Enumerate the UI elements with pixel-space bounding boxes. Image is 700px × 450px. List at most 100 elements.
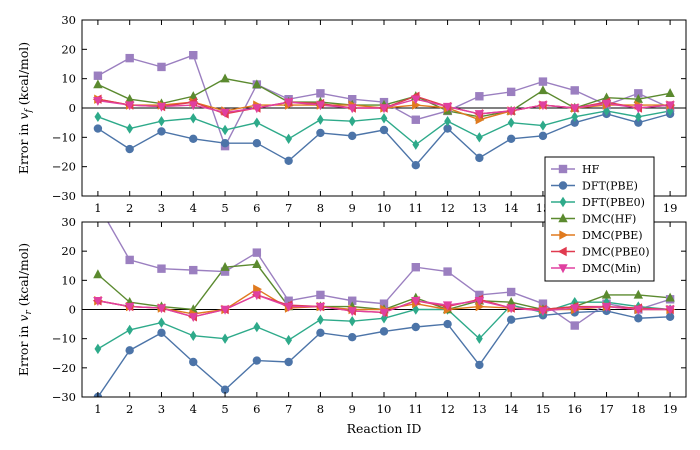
y-tick-label: −30 — [52, 390, 76, 404]
y-tick-label: 30 — [61, 13, 76, 27]
data-point — [380, 313, 388, 324]
data-point — [316, 328, 325, 338]
data-point — [379, 299, 389, 308]
data-point — [411, 95, 421, 105]
data-point — [124, 302, 135, 312]
data-point — [411, 263, 420, 272]
legend-item: HF — [551, 163, 600, 176]
data-point — [475, 153, 484, 163]
data-point — [315, 101, 326, 111]
data-point — [220, 385, 230, 394]
data-point — [538, 131, 548, 141]
data-point — [475, 115, 485, 125]
data-point — [348, 131, 357, 141]
data-point — [188, 313, 198, 322]
data-point — [124, 94, 135, 103]
y-axis-title: Error in vr (kcal/mol) — [16, 243, 34, 376]
data-point — [252, 79, 262, 89]
series-line-dft-pbe — [97, 310, 671, 397]
data-point — [156, 304, 167, 314]
x-tick-label: 13 — [472, 201, 487, 215]
y-tick-label: −10 — [52, 332, 76, 346]
data-point — [94, 343, 102, 355]
x-tick-label: 13 — [472, 402, 487, 416]
data-point — [252, 139, 262, 148]
x-tick-label: 6 — [253, 201, 260, 215]
data-point — [221, 333, 229, 344]
data-point — [411, 115, 420, 124]
data-point — [507, 117, 515, 128]
data-point — [252, 356, 262, 365]
x-tick-label: 2 — [126, 201, 133, 215]
legend-marker — [559, 230, 569, 240]
data-point — [283, 98, 294, 108]
data-point — [252, 248, 262, 257]
x-tick-label: 3 — [158, 402, 165, 416]
data-point — [411, 322, 420, 332]
x-tick-label: 5 — [221, 201, 228, 215]
x-tick-label: 10 — [377, 402, 392, 416]
data-point — [601, 289, 612, 299]
legend-label: DMC(HF) — [582, 213, 636, 226]
data-point — [347, 307, 357, 317]
data-point — [126, 123, 134, 134]
data-point — [379, 308, 389, 318]
data-point — [220, 139, 230, 148]
data-point — [252, 259, 262, 268]
y-tick-label: 0 — [69, 303, 76, 317]
data-point — [379, 327, 389, 336]
data-point — [283, 302, 294, 312]
data-point — [93, 79, 103, 89]
x-tick-label: 4 — [190, 402, 197, 416]
data-point — [570, 118, 579, 127]
data-point — [188, 91, 198, 100]
data-point — [189, 265, 198, 275]
x-tick-label: 11 — [408, 201, 423, 215]
data-point — [634, 89, 643, 98]
data-point — [411, 297, 421, 306]
data-point — [633, 305, 644, 315]
data-point — [284, 357, 293, 367]
data-point — [506, 87, 516, 97]
data-point — [93, 71, 103, 80]
legend-marker — [558, 264, 568, 274]
legend-item: DMC(HF) — [551, 213, 636, 226]
data-point — [252, 104, 262, 114]
data-point — [316, 89, 325, 98]
data-point — [634, 111, 642, 122]
data-point — [380, 113, 388, 124]
x-tick-label: 1 — [94, 402, 101, 416]
data-point — [157, 127, 166, 136]
data-point — [347, 104, 357, 114]
data-point — [189, 330, 197, 341]
x-tick-label: 15 — [536, 402, 551, 416]
data-point — [443, 124, 452, 133]
data-point — [506, 297, 516, 306]
data-point — [379, 125, 389, 135]
data-point — [189, 357, 198, 367]
legend-marker — [558, 164, 568, 174]
data-point — [538, 77, 548, 86]
data-point — [220, 305, 230, 315]
data-point — [93, 124, 103, 133]
data-point — [125, 144, 134, 154]
x-tick-label: 4 — [190, 201, 197, 215]
data-point — [157, 264, 166, 273]
x-tick-label: 12 — [440, 201, 455, 215]
data-point — [220, 73, 230, 83]
x-tick-label: 2 — [126, 402, 133, 416]
x-tick-label: 10 — [377, 201, 392, 215]
data-point — [506, 315, 516, 324]
data-point — [348, 116, 356, 127]
data-point — [220, 267, 230, 276]
data-point — [93, 96, 103, 106]
legend-item: DMC(PBE0) — [551, 246, 650, 259]
legend-label: DFT(PBE0) — [582, 196, 645, 209]
data-point — [188, 101, 198, 111]
data-point — [633, 94, 644, 103]
data-point — [506, 304, 516, 314]
plot-area — [92, 51, 676, 170]
x-tick-label: 9 — [349, 402, 356, 416]
data-point — [634, 118, 643, 127]
